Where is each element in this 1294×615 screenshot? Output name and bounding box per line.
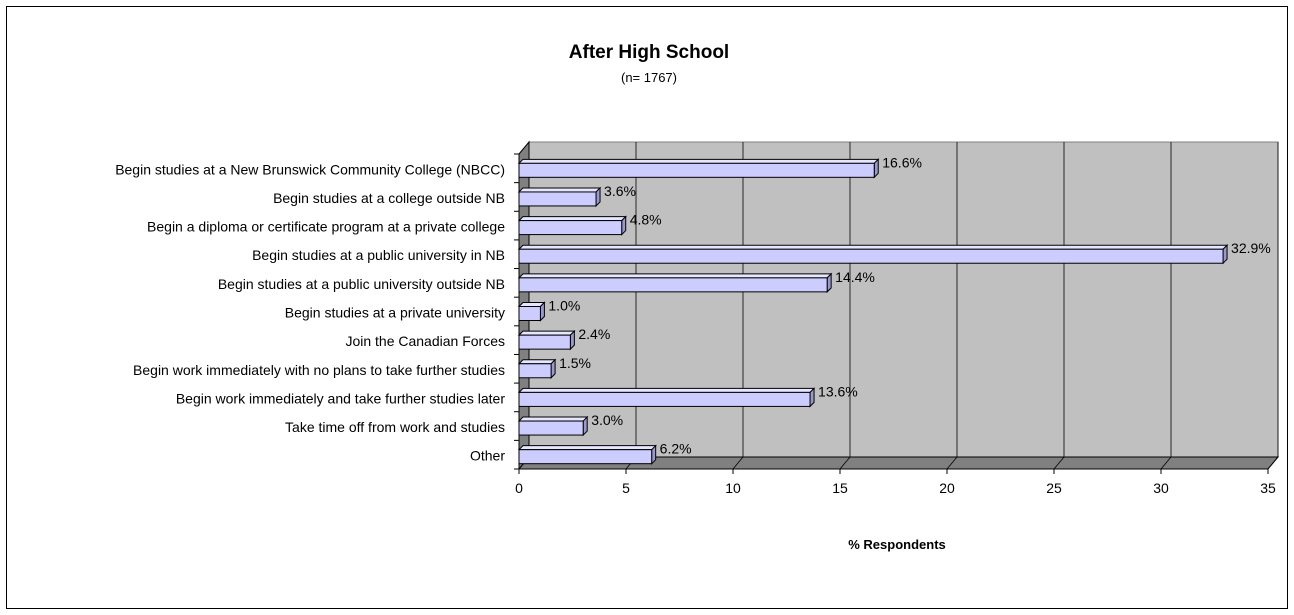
bar [517, 358, 557, 379]
x-tick-label: 25 [1046, 480, 1062, 496]
data-label: 3.6% [604, 183, 636, 199]
plot-background [517, 140, 1280, 471]
category-label: Begin studies at a public university in … [252, 247, 505, 263]
category-label: Begin studies at a college outside NB [273, 190, 505, 206]
floor-gridline [732, 456, 744, 470]
bar-face [518, 191, 597, 207]
data-label: 4.8% [630, 212, 662, 228]
category-label: Join the Canadian Forces [345, 333, 505, 349]
chart-title: After High School [569, 42, 729, 63]
floor-gridline [839, 456, 851, 470]
category-label: Begin studies at a New Brunswick Communi… [115, 161, 505, 177]
bar-face [518, 220, 623, 236]
floor-gridline [946, 456, 958, 470]
x-tick-label: 0 [515, 480, 523, 496]
bar-end [873, 158, 879, 179]
data-labels: 16.6% 3.6% 4.8% 32.9% 14.4% 1.0% 2.4% 1.5% 13.6%… [548, 154, 1270, 456]
bar-top [517, 416, 589, 422]
data-label: 13.6% [818, 383, 858, 399]
data-label: 3.0% [591, 412, 623, 428]
data-label: 1.0% [548, 298, 580, 314]
data-label: 1.5% [559, 355, 591, 371]
bar [517, 329, 576, 351]
bar-top [517, 387, 816, 393]
data-label: 6.2% [660, 441, 692, 457]
bar-face [518, 334, 571, 350]
bar-top [517, 187, 602, 193]
category-label: Begin work immediately and take further … [176, 390, 505, 406]
category-label: Begin a diploma or certificate program a… [147, 219, 505, 235]
floor-gridline [1267, 456, 1279, 470]
bar-top [517, 216, 627, 222]
bar [517, 415, 589, 437]
bar [517, 186, 602, 208]
category-labels: Begin studies at a New Brunswick Communi… [115, 161, 505, 463]
bar-face [518, 420, 584, 436]
x-axis-label: % Respondents [848, 537, 946, 552]
x-tick-labels: 0 5 10 15 20 25 30 35 [515, 480, 1276, 496]
bar-top [517, 359, 557, 365]
category-label: Begin studies at a private university [285, 305, 505, 321]
bar-top [517, 330, 576, 336]
bar-face [518, 277, 828, 293]
x-tick-label: 15 [832, 480, 848, 496]
bar-end [569, 329, 575, 351]
bar-end [539, 301, 545, 322]
data-label: 2.4% [578, 326, 610, 342]
data-label: 16.6% [882, 154, 922, 170]
plot-back-wall [528, 141, 1279, 458]
data-label: 32.9% [1231, 240, 1271, 256]
data-label: 14.4% [835, 269, 875, 285]
x-tick-label: 35 [1260, 480, 1276, 496]
bar-top [517, 445, 657, 451]
bar-top [517, 158, 880, 164]
bar-end [595, 186, 601, 208]
bar-end [826, 272, 832, 294]
bar-face [518, 449, 653, 465]
bar-end [651, 444, 657, 465]
bar-face [518, 248, 1224, 264]
bars [517, 158, 1229, 465]
bar-top [517, 273, 833, 279]
bar-top [517, 244, 1229, 250]
category-label: Begin work immediately with no plans to … [133, 362, 505, 378]
bar-face [518, 306, 541, 321]
bar-end [621, 215, 627, 236]
bar [517, 387, 816, 408]
x-tick-label: 30 [1153, 480, 1169, 496]
bar-end [550, 358, 556, 379]
bar [517, 272, 833, 294]
bar-face [518, 162, 875, 178]
bar [517, 244, 1229, 265]
axes [514, 153, 1269, 474]
category-label: Begin studies at a public university out… [218, 276, 505, 292]
bar [517, 301, 546, 322]
bar-face [518, 363, 552, 379]
x-tick-label: 5 [622, 480, 630, 496]
bar [517, 215, 627, 236]
floor-gridline [1053, 456, 1065, 470]
chart-subtitle: (n= 1767) [621, 70, 677, 85]
x-tick-label: 10 [725, 480, 741, 496]
category-label: Other [470, 448, 505, 464]
x-tick-label: 20 [939, 480, 955, 496]
bar-end [809, 387, 815, 408]
floor-gridline [1160, 456, 1172, 470]
bar [517, 444, 657, 465]
bar-face [518, 391, 811, 407]
category-label: Take time off from work and studies [285, 419, 505, 435]
bar [517, 158, 880, 179]
bar-end [582, 415, 588, 437]
bar-end [1222, 244, 1228, 265]
